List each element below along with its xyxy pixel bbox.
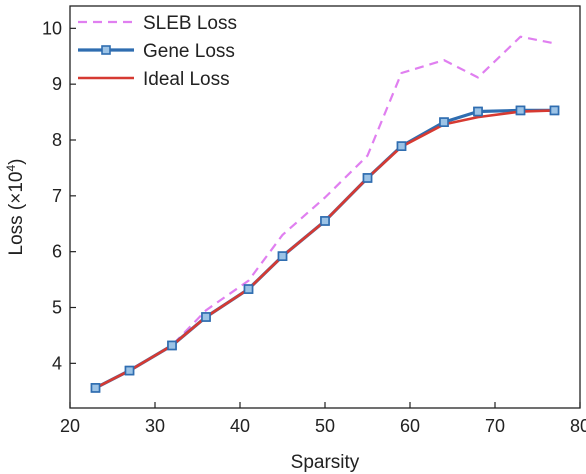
x-tick-label: 50: [315, 416, 335, 436]
gene-loss-marker: [473, 106, 483, 117]
gene-loss-marker: [320, 216, 330, 226]
series-line-sleb-loss: [94, 35, 555, 389]
y-tick-label: 10: [42, 18, 62, 38]
x-tick-label: 40: [230, 416, 250, 436]
y-axis-label-close: ): [6, 159, 27, 165]
plot-lines: [90, 35, 560, 393]
y-tick-label: 8: [52, 130, 62, 150]
x-axis-label: Sparsity: [291, 452, 360, 473]
y-axis-label: Loss (×104): [4, 159, 27, 256]
gene-loss-marker: [362, 173, 373, 183]
gene-loss-marker: [515, 105, 526, 116]
gene-loss-marker: [124, 365, 135, 376]
y-axis-label-exponent: 4: [4, 165, 18, 172]
y-axis-label-main: Loss (×10: [6, 172, 27, 256]
y-tick-label: 6: [52, 242, 62, 262]
gene-loss-marker: [201, 312, 211, 322]
x-tick-label: 30: [145, 416, 165, 436]
legend-label: Gene Loss: [143, 41, 235, 62]
legend-marker: [101, 45, 111, 55]
axis-ticks: 20 30 40 50 60 70 80 4 5 6 7 8 9 10: [42, 18, 586, 436]
y-tick-label: 4: [52, 353, 62, 373]
gene-loss-marker: [243, 284, 254, 294]
gene-loss-marker: [90, 383, 101, 393]
x-tick-label: 80: [570, 416, 586, 436]
legend-label: Ideal Loss: [143, 69, 230, 90]
x-tick-label: 60: [400, 416, 420, 436]
x-tick-label: 20: [60, 416, 80, 436]
y-tick-label: 5: [52, 298, 62, 318]
gene-loss-marker: [549, 105, 560, 116]
y-tick-label: 7: [52, 186, 62, 206]
gene-loss-marker: [396, 141, 407, 151]
legend: SLEB Loss Gene Loss Ideal Loss: [78, 13, 237, 90]
y-tick-label: 9: [52, 74, 62, 94]
gene-loss-marker: [439, 117, 449, 127]
gene-loss-marker: [167, 340, 177, 351]
legend-label: SLEB Loss: [143, 13, 237, 34]
gene-loss-marker: [277, 251, 288, 261]
x-tick-label: 70: [485, 416, 505, 436]
series-line-ideal-loss: [94, 109, 555, 390]
series-line-gene-loss: [94, 108, 555, 390]
plot-frame: [69, 5, 581, 409]
